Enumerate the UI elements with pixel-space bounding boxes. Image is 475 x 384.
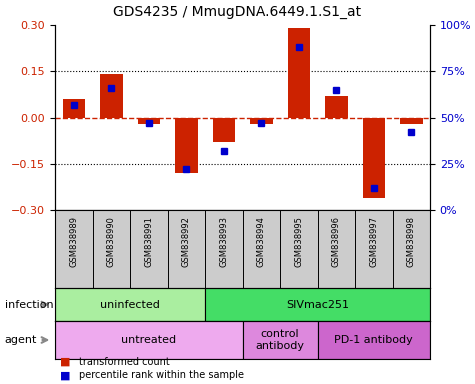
Bar: [137, 118, 160, 124]
Bar: [205, 288, 430, 321]
Text: GSM838998: GSM838998: [407, 216, 416, 267]
Text: GSM838996: GSM838996: [332, 216, 341, 267]
Text: ■: ■: [60, 370, 70, 380]
Text: GSM838993: GSM838993: [219, 216, 228, 267]
Bar: [317, 321, 430, 359]
Text: GSM838994: GSM838994: [257, 216, 266, 267]
Text: agent: agent: [5, 335, 37, 345]
Bar: [243, 321, 317, 359]
Text: SIVmac251: SIVmac251: [286, 300, 349, 310]
Text: GSM838992: GSM838992: [182, 216, 191, 267]
Text: GSM838991: GSM838991: [144, 216, 153, 267]
Text: ■: ■: [60, 357, 70, 367]
Bar: [400, 118, 422, 124]
Bar: [55, 321, 243, 359]
Text: GSM838990: GSM838990: [107, 216, 116, 267]
Bar: [250, 118, 273, 124]
Bar: [175, 118, 198, 173]
Text: control
antibody: control antibody: [256, 329, 304, 351]
Text: uninfected: uninfected: [100, 300, 160, 310]
Bar: [287, 28, 310, 118]
Text: untreated: untreated: [121, 335, 176, 345]
Text: GSM838997: GSM838997: [369, 216, 378, 267]
Text: GDS4235 / MmugDNA.6449.1.S1_at: GDS4235 / MmugDNA.6449.1.S1_at: [114, 5, 361, 19]
Text: percentile rank within the sample: percentile rank within the sample: [79, 370, 244, 380]
Bar: [63, 99, 85, 118]
Text: GSM838995: GSM838995: [294, 216, 303, 267]
Text: PD-1 antibody: PD-1 antibody: [334, 335, 413, 345]
Bar: [100, 74, 123, 118]
Bar: [362, 118, 385, 198]
Bar: [212, 118, 235, 142]
Text: transformed count: transformed count: [79, 357, 170, 367]
Bar: [325, 96, 348, 118]
Text: infection: infection: [5, 300, 53, 310]
Text: GSM838989: GSM838989: [69, 216, 78, 267]
Bar: [55, 288, 205, 321]
